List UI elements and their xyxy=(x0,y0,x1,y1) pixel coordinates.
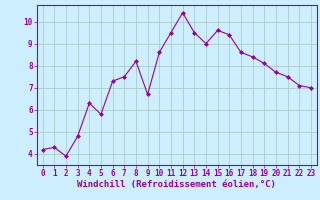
X-axis label: Windchill (Refroidissement éolien,°C): Windchill (Refroidissement éolien,°C) xyxy=(77,180,276,189)
